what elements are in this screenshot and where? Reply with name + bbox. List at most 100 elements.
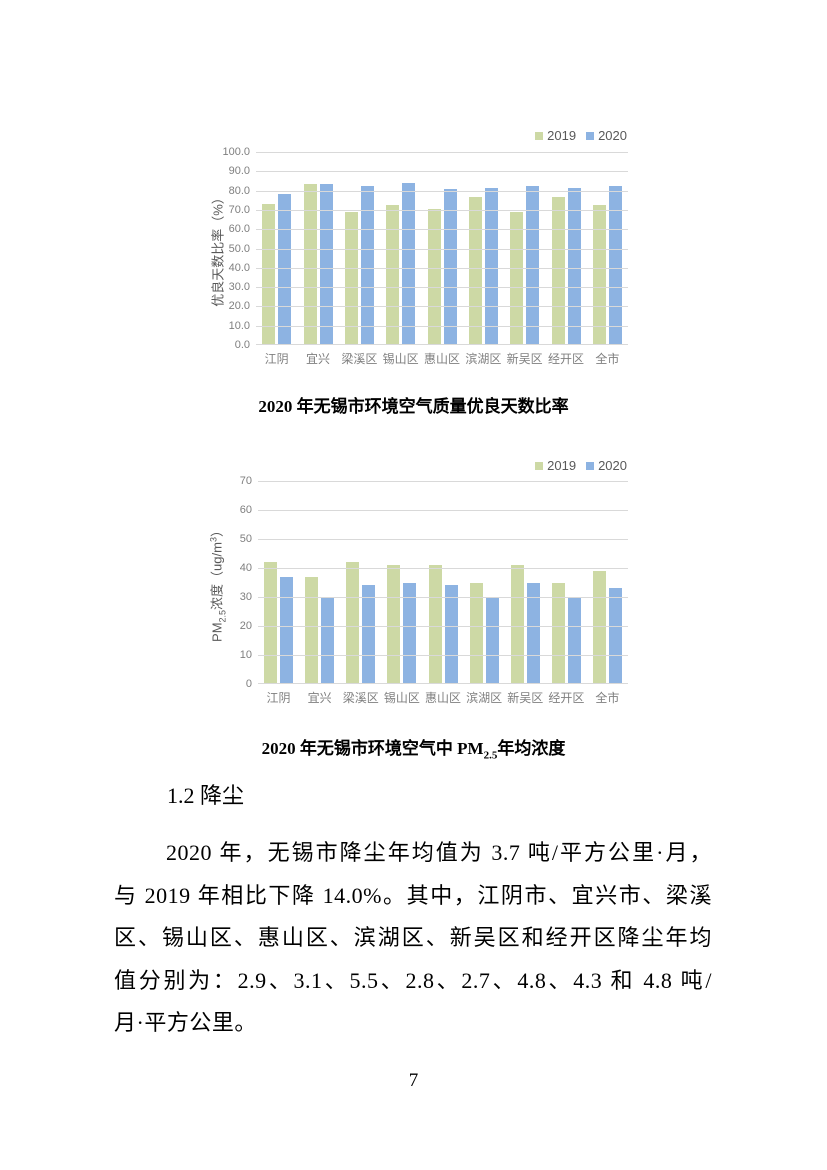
gridline [256,306,628,308]
x-tick-label: 新吴区 [507,691,544,705]
legend-label-2020: 2020 [598,128,627,143]
bar-2019-宜兴 [305,576,319,684]
legend-label-2019: 2019 [547,458,577,473]
gridline [256,344,628,345]
x-tick-label: 锡山区 [382,352,419,366]
bar-2019-全市 [592,570,606,684]
gridline [258,655,628,656]
gridline [258,597,628,598]
legend-label-2019: 2019 [547,128,577,143]
y-tick-label: 10.0 [228,319,250,332]
bar-2020-江阴 [278,193,292,345]
x-tick-label: 惠山区 [424,691,461,705]
paragraph-line: 月·平方公里。 [114,1010,257,1035]
legend-swatch-2019 [535,461,544,470]
bar-2019-经开区 [551,197,565,345]
bar-2020-全市 [608,185,622,345]
caption-sub: 2.5 [483,749,498,762]
paragraph-line: 2020 年，无锡市降尘年均值为 3.7 吨/平方公里·月， [166,840,712,865]
y-tick-label: 70.0 [228,203,250,216]
bar-2019-滨湖区 [468,196,482,345]
y-tick-label: 60 [239,504,252,516]
x-tick-label: 滨湖区 [466,691,503,705]
bar-2019-滨湖区 [469,582,483,684]
y-tick-label: 70 [239,475,252,487]
bar-2020-滨湖区 [485,597,499,684]
plot-area: 江阴 宜兴 梁溪区 锡山区 惠山区 滨湖区 新吴区 经开区 全市 0.0 10.0 20.0 30.0 4… [222,146,628,366]
x-tick-label: 梁溪区 [341,352,378,366]
bar-2020-惠山区 [443,189,457,345]
gridline [256,190,628,192]
y-tick-label: 100.0 [222,146,250,158]
legend-item-2019: 2019 [535,128,576,143]
gridline [258,626,628,627]
bar-2020-经开区 [567,187,581,345]
gridline [258,539,628,540]
chart-legend: 2019 2020 [535,128,627,143]
x-tick-label: 锡山区 [383,691,420,705]
gridline [258,568,628,569]
bar-2019-江阴 [262,203,276,345]
chart-legend: 2019 2020 [535,458,627,473]
y-tick-label: 40 [239,562,252,574]
chart1-caption: 2020 年无锡市环境空气质量优良天数比率 [258,397,569,416]
x-tick-label: 全市 [595,691,620,705]
legend-swatch-2020 [586,131,595,140]
x-tick-label: 滨湖区 [465,352,502,366]
x-tick-label: 宜兴 [305,352,330,366]
plot-area: 江阴 宜兴 梁溪区 锡山区 惠山区 滨湖区 新吴区 经开区 全市 0 10 20 30 40 50 60 70 [240,475,628,705]
gridline [256,267,628,269]
x-tick-label: 惠山区 [423,352,460,366]
bar-2020-梁溪区 [360,186,374,345]
gridline [256,287,628,289]
section-heading: 1.2 降尘 [167,783,245,808]
bar-2020-新吴区 [526,582,540,684]
bar-2019-梁溪区 [344,211,358,345]
caption-prefix: 2020 年无锡市环境空气中 PM [261,739,484,758]
gridline [258,510,628,511]
bar-2019-宜兴 [303,184,317,345]
bar-2019-全市 [592,204,606,345]
page-number: 7 [408,1070,419,1091]
bar-2019-锡山区 [386,204,400,345]
bar-2019-江阴 [264,562,278,684]
legend-item-2020: 2020 [586,128,627,143]
y-tick-label: 20.0 [228,300,250,313]
gridline [256,248,628,250]
y-tick-label: 10 [239,649,252,661]
paragraph-line: 值分别为：2.9、3.1、5.5、2.8、2.7、4.8、4.3 和 4.8 吨… [114,967,712,993]
bar-2019-惠山区 [427,208,441,345]
legend-swatch-2020 [586,461,595,470]
bar-2019-惠山区 [428,565,442,684]
y-tick-label: 30 [239,591,252,603]
bar-2019-梁溪区 [346,562,360,684]
bar-2020-宜兴 [319,184,333,345]
x-tick-label: 经开区 [548,691,585,705]
gridline [256,325,628,327]
x-tick-label: 江阴 [264,352,289,366]
paragraph-line: 与 2019 年相比下降 14.0%。其中，江阴市、宜兴市、梁溪 [114,882,712,908]
gridline [256,171,628,173]
y-tick-label: 0.0 [234,339,250,351]
x-tick-label: 宜兴 [307,691,332,705]
bar-2020-江阴 [280,576,294,684]
bar-2020-滨湖区 [484,188,498,345]
y-tick-label: 40.0 [228,261,250,274]
bar-2020-全市 [608,588,622,684]
y-tick-label: 50 [239,533,252,545]
bar-2020-惠山区 [444,585,458,684]
gridline [258,481,628,482]
air-quality-days-chart: 2019 2020 优良天数比率（%） 江阴 宜兴 梁溪区 锡山区 惠山区 滨湖区 新吴区经… [205,126,635,372]
y-tick-label: 20 [239,620,252,632]
bar-2020-锡山区 [403,582,417,684]
pm25-concentration-chart: 2019 2020 PM2.5浓度（ug/m3） 江阴 宜兴 梁溪区 锡山区 惠山区 滨湖… [205,456,635,708]
bar-2019-锡山区 [387,565,401,684]
y-tick-label: 80.0 [228,184,250,197]
legend-item-2019: 2019 [535,458,576,473]
x-tick-label: 梁溪区 [342,691,379,705]
gridline [258,683,628,684]
gridline [256,229,628,231]
legend-label-2020: 2020 [598,458,627,473]
bar-2019-新吴区 [510,565,524,684]
